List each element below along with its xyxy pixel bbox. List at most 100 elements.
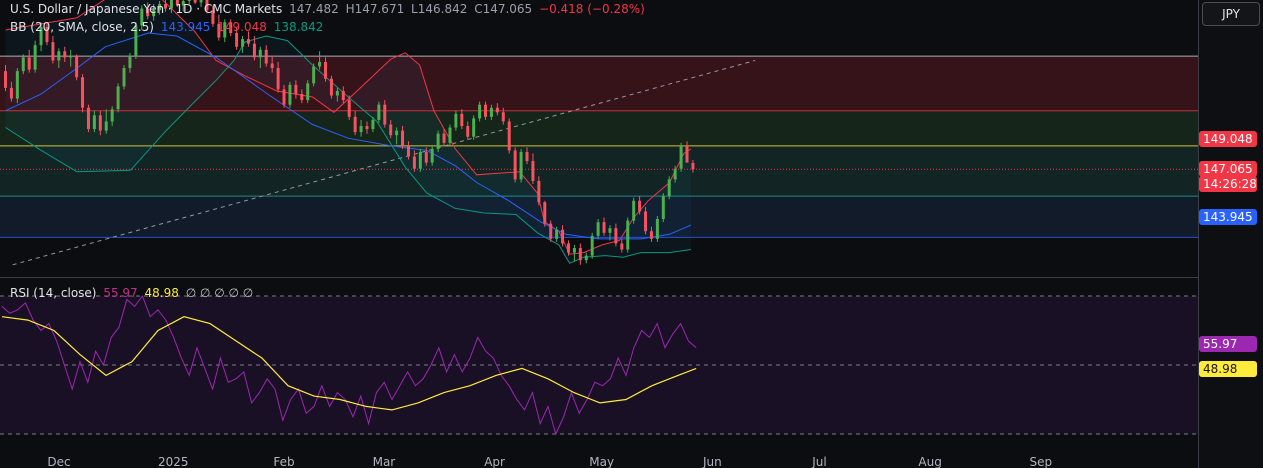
candle[interactable] [81, 74, 85, 113]
candle[interactable] [282, 84, 286, 108]
candle[interactable] [104, 109, 108, 134]
candle[interactable] [33, 40, 37, 73]
candle[interactable] [608, 225, 612, 241]
candle[interactable] [673, 165, 677, 183]
candle[interactable] [63, 46, 67, 62]
symbol-title[interactable]: U.S. Dollar / Japanese Yen · 1D · CMC Ma… [10, 2, 283, 16]
candle[interactable] [164, 0, 168, 12]
candle[interactable] [152, 4, 156, 21]
candle[interactable] [578, 243, 582, 265]
candle[interactable] [649, 226, 653, 242]
candle[interactable] [75, 54, 79, 81]
candle[interactable] [187, 0, 191, 5]
candle[interactable] [211, 5, 215, 27]
candle[interactable] [306, 80, 310, 104]
candle[interactable] [472, 115, 476, 140]
candle[interactable] [489, 104, 493, 120]
candle[interactable] [353, 110, 357, 136]
candle[interactable] [638, 196, 642, 215]
candle[interactable] [51, 36, 55, 64]
main-pane[interactable] [0, 0, 1198, 266]
candle[interactable] [495, 103, 499, 116]
candle[interactable] [122, 65, 126, 90]
candle[interactable] [531, 153, 535, 184]
price-axis-panel[interactable] [1198, 0, 1263, 468]
candle[interactable] [620, 238, 624, 253]
candle[interactable] [341, 86, 345, 104]
candles[interactable] [4, 0, 695, 265]
candle[interactable] [9, 81, 13, 102]
candle[interactable] [614, 223, 618, 247]
candle[interactable] [685, 141, 689, 163]
candle[interactable] [442, 129, 446, 146]
candle[interactable] [590, 232, 594, 259]
candle[interactable] [92, 110, 96, 133]
candle[interactable] [501, 107, 505, 125]
candle[interactable] [15, 68, 19, 104]
candle[interactable] [383, 100, 387, 128]
candle[interactable] [21, 54, 25, 75]
candle[interactable] [596, 219, 600, 239]
candle[interactable] [507, 118, 511, 154]
candle[interactable] [276, 61, 280, 93]
candle[interactable] [430, 145, 434, 166]
candle[interactable] [199, 0, 203, 8]
candle[interactable] [45, 23, 49, 46]
candle[interactable] [69, 49, 73, 67]
trendline[interactable] [12, 59, 756, 266]
candle[interactable] [525, 147, 529, 165]
candle[interactable] [57, 48, 61, 69]
candle[interactable] [347, 95, 351, 120]
candle[interactable] [549, 220, 553, 242]
candle[interactable] [252, 36, 256, 61]
candle[interactable] [86, 104, 90, 133]
candle[interactable] [602, 217, 606, 236]
bb-lower-line[interactable] [5, 35, 691, 264]
candle[interactable] [519, 148, 523, 183]
candle[interactable] [448, 124, 452, 146]
candle[interactable] [294, 80, 298, 99]
bb-legend[interactable]: BB (20, SMA, close, 2.5) 143.945 149.048… [10, 19, 326, 35]
candle[interactable] [661, 193, 665, 223]
candle[interactable] [371, 116, 375, 133]
candle[interactable] [632, 197, 636, 224]
candle[interactable] [134, 22, 138, 59]
candle[interactable] [359, 119, 363, 137]
candle[interactable] [389, 119, 393, 139]
candle[interactable] [691, 160, 695, 173]
rsi-ma-line[interactable] [1, 316, 697, 411]
candle[interactable] [418, 148, 422, 172]
candle[interactable] [258, 46, 262, 69]
candle[interactable] [128, 52, 132, 73]
candle[interactable] [561, 225, 565, 247]
candle[interactable] [454, 110, 458, 131]
candle[interactable] [466, 121, 470, 140]
bb-label[interactable]: BB (20, SMA, close, 2.5) [10, 20, 154, 34]
candle[interactable] [181, 0, 185, 12]
candle[interactable] [572, 244, 576, 262]
candle[interactable] [667, 176, 671, 200]
candle[interactable] [644, 206, 648, 235]
candle[interactable] [478, 101, 482, 122]
candle[interactable] [679, 142, 683, 172]
candle[interactable] [513, 147, 517, 183]
candle[interactable] [318, 51, 322, 70]
candle[interactable] [110, 106, 114, 127]
rsi-label[interactable]: RSI (14, close) [10, 286, 97, 300]
candle[interactable] [39, 22, 43, 52]
candle[interactable] [324, 57, 328, 82]
candle[interactable] [235, 26, 239, 50]
candle[interactable] [484, 101, 488, 120]
candle[interactable] [395, 127, 399, 145]
candle[interactable] [566, 240, 570, 256]
candle[interactable] [175, 0, 179, 8]
candle[interactable] [158, 0, 162, 15]
candle[interactable] [412, 150, 416, 172]
candle[interactable] [229, 19, 233, 37]
candle[interactable] [264, 45, 268, 67]
candle[interactable] [246, 31, 250, 47]
candle[interactable] [555, 226, 559, 242]
candle[interactable] [335, 87, 339, 102]
candle[interactable] [98, 110, 102, 136]
